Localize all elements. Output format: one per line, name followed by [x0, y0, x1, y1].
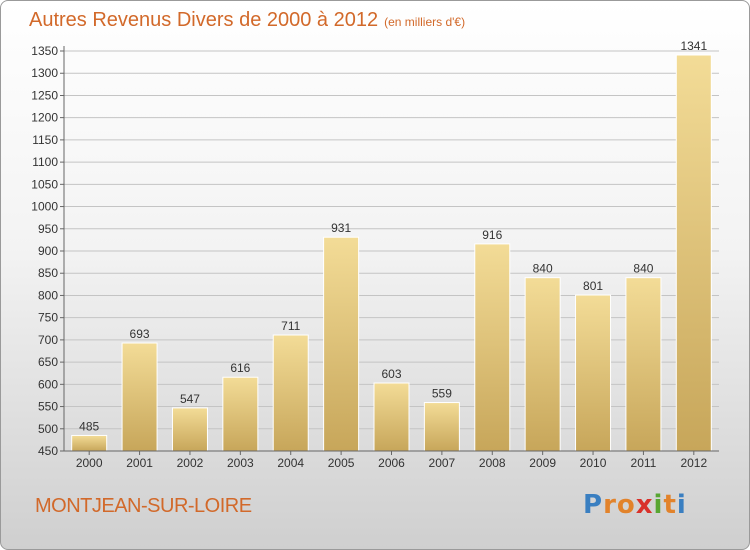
bar-2000	[71, 434, 108, 452]
bar-value-label: 801	[583, 279, 603, 293]
x-tick-label: 2012	[680, 456, 707, 470]
bar-value-label: 485	[79, 419, 99, 433]
bar-value-label: 840	[533, 262, 553, 276]
logo-letter: x	[635, 490, 654, 520]
logo-letter: i	[676, 490, 687, 520]
bar-2007	[423, 402, 460, 452]
y-tick-label: 1000	[31, 200, 58, 214]
x-tick-label: 2011	[631, 456, 657, 470]
y-tick-label: 900	[38, 244, 58, 258]
bar-value-label: 547	[180, 392, 200, 406]
y-tick-label: 550	[38, 400, 58, 414]
y-tick-label: 750	[38, 311, 58, 325]
y-tick-label: 500	[38, 422, 58, 436]
bars	[71, 54, 712, 452]
x-tick-label: 2001	[126, 456, 153, 470]
x-axis: 2000 2001 2002 2003 2004 2005 2006 2007 2008 2009…	[64, 450, 719, 470]
y-tick-label: 650	[38, 355, 58, 369]
chart-title: Autres Revenus Divers de 2000 à 2012 (en …	[29, 9, 465, 32]
x-tick-label: 2002	[177, 456, 204, 470]
logo-letter: r	[603, 490, 617, 520]
x-tick-label: 2010	[580, 456, 607, 470]
y-tick-label: 1150	[32, 133, 58, 147]
x-tick-label: 2000	[76, 456, 103, 470]
y-tick-label: 1200	[31, 111, 58, 125]
x-tick-label: 2006	[378, 456, 405, 470]
bar-2005	[323, 236, 360, 452]
bar-2001	[121, 342, 158, 452]
y-tick-label: 700	[38, 333, 58, 347]
proxiti-logo: Proxiti	[583, 490, 687, 520]
bar-2002	[171, 407, 208, 452]
y-tick-label: 1350	[31, 44, 58, 58]
y-tick-label: 850	[38, 266, 58, 280]
y-tick-label: 1100	[32, 155, 58, 169]
logo-letter: o	[616, 490, 636, 520]
city-name: MONTJEAN-SUR-LOIRE	[35, 495, 252, 517]
bar-value-label: 559	[432, 387, 452, 401]
y-tick-label: 950	[38, 222, 58, 236]
x-tick-label: 2008	[479, 456, 506, 470]
x-tick-label: 2007	[429, 456, 456, 470]
bar-2009	[524, 277, 561, 452]
bar-value-label: 916	[482, 228, 502, 242]
chart-title-text: Autres Revenus Divers de 2000 à 2012	[29, 9, 379, 31]
y-tick-label: 800	[38, 288, 58, 302]
bar-value-label: 1341	[680, 39, 707, 53]
bar-2008	[474, 243, 511, 452]
bar-2012	[675, 54, 712, 452]
bar-value-label: 603	[381, 367, 401, 381]
x-tick-label: 2005	[328, 456, 355, 470]
y-tick-label: 450	[38, 444, 58, 458]
logo-letter: t	[663, 490, 677, 520]
x-tick-label: 2003	[227, 456, 254, 470]
logo-letter: i	[653, 490, 664, 520]
y-tick-label: 600	[38, 377, 58, 391]
x-tick-label: 2004	[277, 456, 304, 470]
bar-2004	[272, 334, 309, 452]
bar-value-label: 711	[281, 319, 300, 333]
data-labels: 485 693 547 616 711 931 603 559 916 840 801 840 1341	[79, 39, 707, 433]
bar-2011	[625, 277, 662, 452]
y-axis: 450 500 550 600 650 700 750 800 850 900 950 1000 105…	[31, 44, 65, 458]
bar-2010	[575, 294, 612, 452]
bar-2003	[222, 376, 259, 452]
bar-value-label: 616	[230, 361, 250, 375]
bar-value-label: 693	[130, 327, 150, 341]
y-tick-label: 1050	[31, 177, 58, 191]
bar-value-label: 840	[633, 262, 653, 276]
chart-unit-note: (en milliers d'€)	[384, 15, 466, 29]
bar-2006	[373, 382, 410, 452]
x-tick-label: 2009	[529, 456, 556, 470]
bar-value-label: 931	[331, 221, 351, 235]
y-tick-label: 1250	[31, 88, 58, 102]
y-tick-label: 1300	[31, 66, 58, 80]
logo-letter: P	[583, 490, 604, 520]
